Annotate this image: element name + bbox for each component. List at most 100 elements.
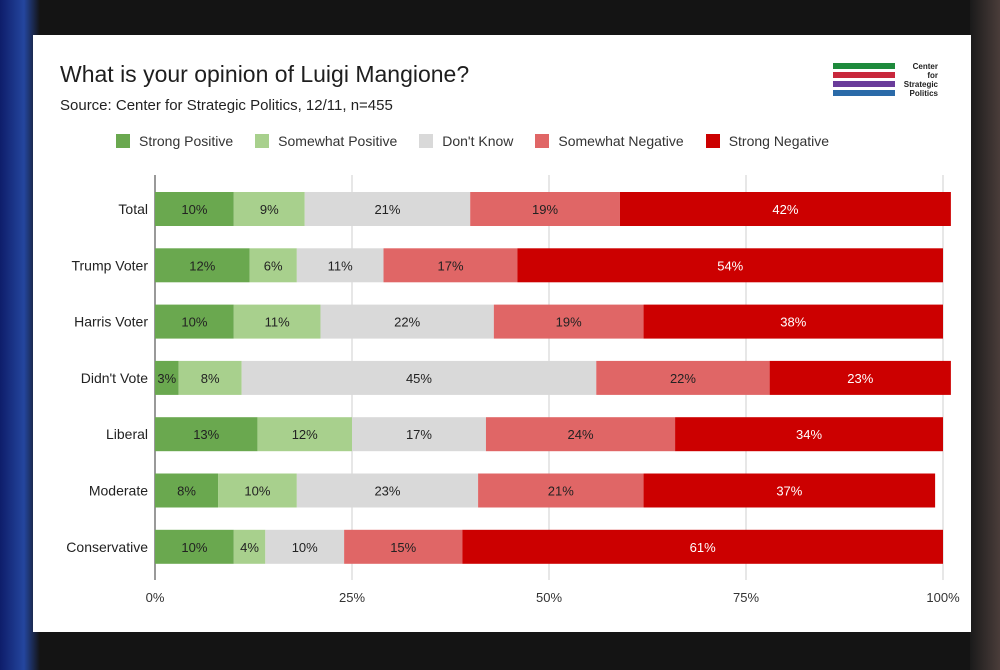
bar-segment: [296, 473, 479, 508]
bar-segment: [493, 304, 644, 339]
legend-label: Don't Know: [442, 133, 514, 149]
data-label: 11%: [265, 315, 290, 330]
x-tick-label: 25%: [339, 590, 365, 605]
data-label: 8%: [201, 371, 220, 386]
data-label: 10%: [181, 540, 207, 555]
legend-swatch: [116, 134, 130, 148]
bar-segment: [320, 304, 494, 339]
data-label: 45%: [406, 371, 432, 386]
logo-line: Strategic: [903, 80, 938, 89]
bar-segment: [155, 417, 258, 452]
data-label: 13%: [193, 427, 219, 442]
data-label: 8%: [177, 484, 196, 499]
data-label: 37%: [776, 484, 802, 499]
bar-segment: [233, 192, 305, 226]
bar-segment: [265, 529, 345, 564]
data-label: 17%: [437, 258, 463, 273]
chart-legend: Strong Positive Somewhat Positive Don't …: [116, 133, 851, 149]
bar-segment: [619, 192, 951, 226]
category-label: Conservative: [66, 539, 148, 555]
data-label: 10%: [181, 202, 207, 217]
data-label: 12%: [189, 258, 215, 273]
bar-segment: [155, 529, 234, 564]
legend-swatch: [705, 134, 720, 148]
bar-segment: [233, 529, 266, 564]
bar-segment: [769, 360, 951, 395]
data-label: 23%: [847, 371, 873, 386]
bar-segment: [675, 417, 943, 452]
data-label: 4%: [240, 540, 259, 555]
data-label: 3%: [157, 371, 176, 386]
data-label: 19%: [532, 202, 558, 217]
bar-segment: [517, 248, 943, 283]
legend-item-somewhat-negative: Somewhat Negative: [535, 133, 684, 149]
stacked-bar-chart: 0% 25% 50% 75% 100% Total 10% 9% 21% 19% 42% Trump …: [66, 175, 960, 605]
data-label: 11%: [328, 258, 353, 273]
bar-segment: [478, 473, 644, 508]
legend-label: Somewhat Positive: [278, 133, 398, 149]
legend-label: Strong Negative: [728, 133, 830, 149]
legend-label: Strong Positive: [139, 133, 234, 149]
logo-stripe-green: [833, 63, 895, 69]
bar-segment: [249, 248, 297, 283]
chart-card: What is your opinion of Luigi Mangione? …: [33, 35, 971, 632]
bar-segment: [155, 248, 250, 283]
data-label: 17%: [406, 427, 432, 442]
bar-segment: [155, 192, 234, 226]
category-label: Harris Voter: [74, 314, 148, 330]
data-label: 12%: [292, 427, 318, 442]
data-label: 38%: [780, 315, 806, 330]
legend-item-dont-know: Don't Know: [419, 133, 513, 149]
data-label: 22%: [394, 315, 420, 330]
bar-segment: [178, 360, 242, 395]
logo-line: for: [927, 71, 938, 80]
logo-stripe-purple: [833, 81, 895, 87]
bar-segment: [218, 473, 297, 508]
bar-segment: [383, 248, 518, 283]
category-label: Trump Voter: [71, 257, 148, 273]
legend-swatch: [419, 134, 434, 148]
data-label: 54%: [717, 258, 743, 273]
category-label: Moderate: [89, 483, 148, 499]
x-tick-label: 0%: [146, 590, 165, 605]
bar-segment: [643, 304, 943, 339]
bar-segment: [296, 248, 384, 283]
chart-subtitle: Source: Center for Strategic Politics, 1…: [60, 97, 393, 114]
bar-segment: [155, 360, 179, 395]
x-tick-label: 75%: [733, 590, 759, 605]
bar-segment: [241, 360, 597, 395]
data-label: 23%: [374, 484, 400, 499]
data-label: 10%: [292, 540, 318, 555]
bar-segment: [155, 304, 234, 339]
csp-logo: Center for Strategic Politics: [833, 62, 943, 104]
bar-segment: [596, 360, 770, 395]
data-label: 22%: [670, 371, 696, 386]
bar-segment: [352, 417, 486, 452]
bar-segment: [155, 473, 219, 508]
legend-item-somewhat-positive: Somewhat Positive: [255, 133, 397, 149]
data-label: 6%: [264, 258, 283, 273]
data-label: 19%: [556, 315, 582, 330]
bar-segment: [304, 192, 471, 226]
logo-line: Politics: [909, 89, 938, 98]
x-tick-label: 50%: [536, 590, 562, 605]
bar-segment: [344, 529, 463, 564]
legend-item-strong-positive: Strong Positive: [116, 133, 233, 149]
bar-segment: [470, 192, 620, 226]
background-right: [970, 0, 1000, 670]
logo-line: Center: [912, 62, 938, 71]
data-label: 10%: [181, 315, 207, 330]
legend-swatch: [535, 134, 550, 148]
bar-segment: [643, 473, 936, 508]
bar-segment: [257, 417, 352, 452]
data-label: 34%: [796, 427, 822, 442]
legend-swatch: [255, 134, 270, 148]
logo-text: Center for Strategic Politics: [896, 62, 938, 98]
data-label: 21%: [374, 202, 400, 217]
x-tick-label: 100%: [926, 590, 960, 605]
data-label: 61%: [690, 540, 716, 555]
data-label: 42%: [772, 202, 798, 217]
category-label: Total: [118, 201, 148, 217]
data-label: 21%: [548, 484, 574, 499]
legend-label: Somewhat Negative: [558, 133, 684, 149]
